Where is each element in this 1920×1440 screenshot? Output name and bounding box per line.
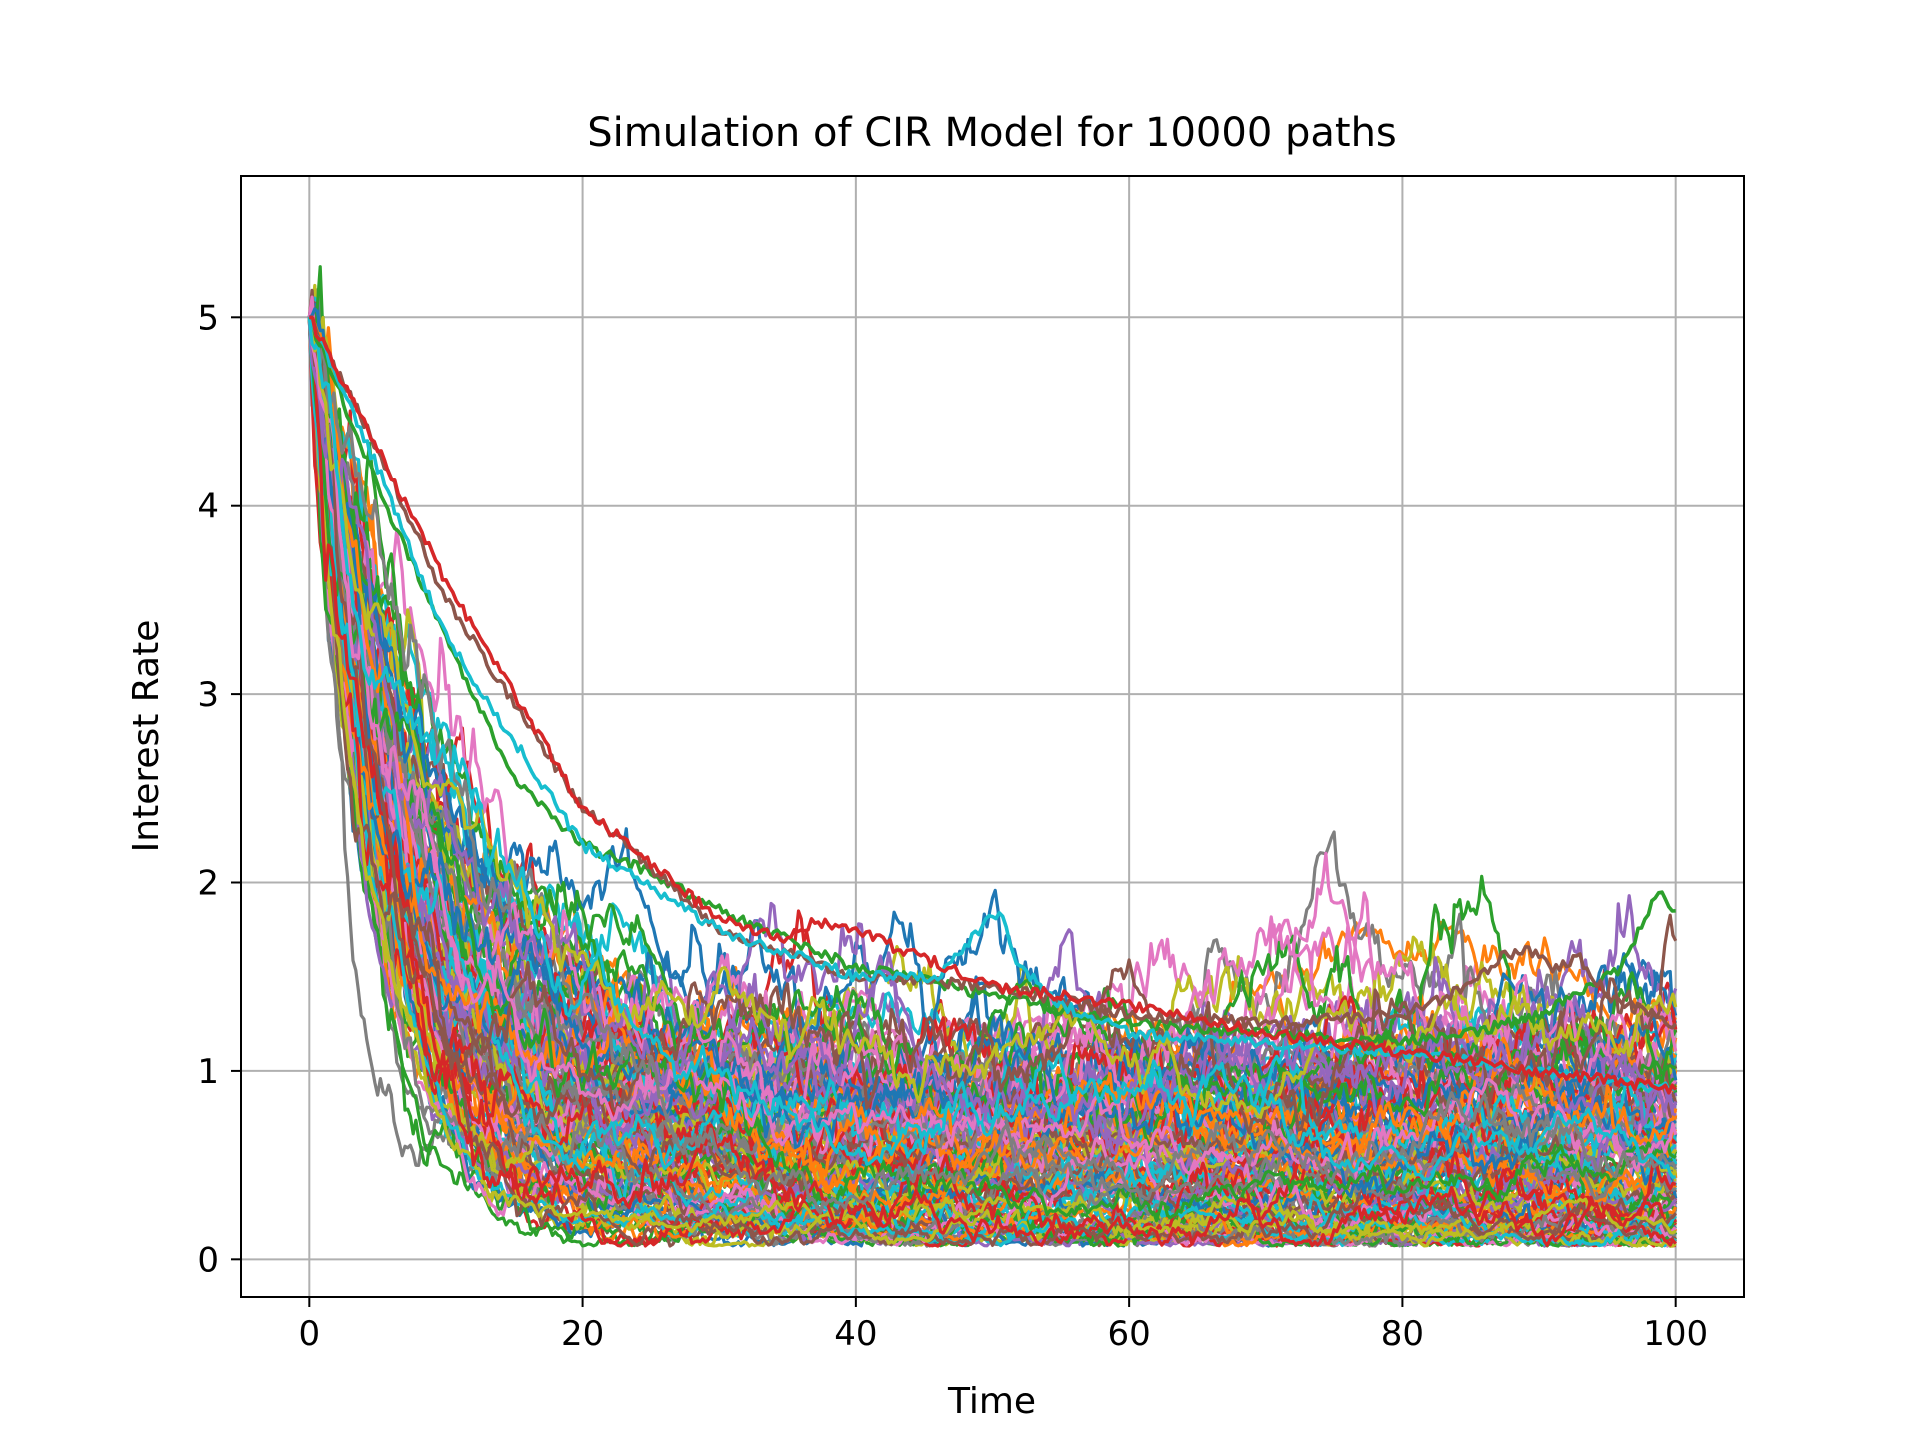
series-line xyxy=(307,317,1677,1245)
series-line xyxy=(307,317,1677,1223)
series-line xyxy=(307,317,1676,1182)
y-axis-label: Interest Rate xyxy=(126,620,167,853)
x-tick-label: 0 xyxy=(298,1314,320,1354)
chart-title: Simulation of CIR Model for 10000 paths xyxy=(587,110,1397,156)
y-tick-label: 4 xyxy=(197,487,219,527)
series-line xyxy=(307,317,1678,1135)
series-line xyxy=(307,317,1678,1156)
x-tick-label: 100 xyxy=(1643,1314,1708,1354)
y-tick-label: 1 xyxy=(197,1052,219,1092)
series-line xyxy=(308,315,1678,1095)
plot-frame xyxy=(240,175,1745,1298)
series-line xyxy=(309,315,1677,1247)
series-line xyxy=(309,315,1677,1248)
x-tick-label: 40 xyxy=(834,1314,877,1354)
axis-ticks: 0 20 40 60 80 100 0 1 2 3 4 5 xyxy=(197,298,1708,1354)
x-tick-label: 20 xyxy=(561,1314,604,1354)
series-line xyxy=(307,316,1677,1093)
series-line xyxy=(307,317,1678,1119)
series-line xyxy=(307,317,1677,1155)
y-tick-label: 5 xyxy=(197,298,219,338)
series-line xyxy=(307,317,1677,1199)
series-line xyxy=(307,317,1678,1248)
x-tick-label: 60 xyxy=(1108,1314,1151,1354)
y-tick-label: 3 xyxy=(197,675,219,715)
x-axis-label: Time xyxy=(947,1381,1036,1422)
y-tick-label: 2 xyxy=(197,864,219,904)
x-tick-label: 80 xyxy=(1381,1314,1424,1354)
series-line xyxy=(308,315,1678,1031)
series-line xyxy=(307,316,1676,1049)
series-lines xyxy=(307,265,1678,1248)
y-tick-label: 0 xyxy=(197,1240,219,1280)
